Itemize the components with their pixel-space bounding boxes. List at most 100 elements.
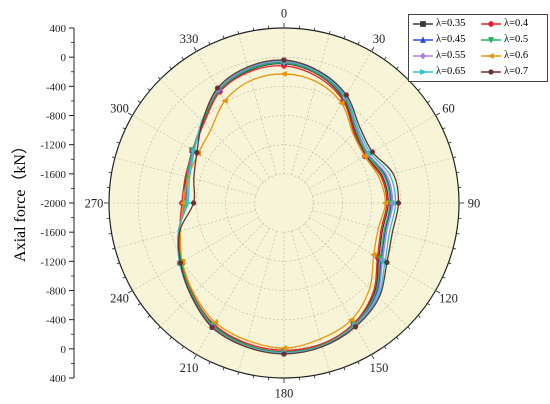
- grid-spoke: [196, 228, 270, 355]
- angle-tick-label: 120: [439, 292, 458, 306]
- radial-tick-label: -2000: [40, 198, 66, 210]
- legend-label: λ=0.55: [436, 50, 466, 61]
- y-axis-label: Axial force（kN）: [12, 138, 29, 262]
- data-point: [337, 100, 345, 107]
- grid-ring: [196, 115, 372, 291]
- legend-marker: [487, 53, 494, 59]
- angle-tick-label: 240: [110, 292, 129, 306]
- legend-label: λ=0.65: [436, 66, 466, 77]
- radial-tick-label: -400: [46, 315, 67, 327]
- legend-label: λ=0.45: [436, 34, 466, 45]
- angle-tick-label: 90: [468, 197, 481, 211]
- angle-tick: [427, 303, 431, 306]
- angle-tick: [357, 361, 360, 365]
- angle-tick: [122, 127, 126, 130]
- angle-tick-label: 210: [180, 361, 199, 375]
- data-point: [347, 316, 355, 323]
- legend-symbol: [413, 52, 433, 60]
- angle-tick: [116, 141, 120, 144]
- radial-tick-label: 400: [50, 23, 67, 35]
- angle-tick: [435, 112, 441, 116]
- angle-tick: [169, 66, 172, 70]
- radial-tick-label: -400: [46, 81, 67, 93]
- angle-tick: [452, 156, 457, 159]
- angle-tick: [328, 30, 331, 35]
- data-point: [190, 200, 197, 206]
- grid-spoke: [160, 79, 264, 183]
- angle-tick: [169, 336, 172, 340]
- angle-tick: [452, 247, 457, 250]
- data-point: [384, 259, 390, 265]
- grid-spoke: [291, 33, 330, 175]
- data-point: [369, 251, 377, 258]
- angle-tick: [108, 232, 112, 235]
- angle-tick: [417, 88, 421, 91]
- angle-tick-label: 60: [442, 102, 455, 116]
- angle-tick: [384, 346, 387, 350]
- legend-symbol: [481, 37, 501, 44]
- data-point: [343, 92, 350, 98]
- angle-tick: [427, 100, 431, 103]
- angle-tick-label: 300: [110, 102, 129, 116]
- radial-tick-label: -800: [46, 286, 67, 298]
- angle-tick: [147, 88, 151, 91]
- legend-marker: [488, 21, 494, 27]
- data-point: [352, 324, 359, 330]
- legend-label: λ=0.35: [436, 18, 466, 29]
- angle-tick: [313, 375, 316, 379]
- legend-label: λ=0.4: [504, 18, 529, 29]
- angle-tick: [137, 100, 141, 103]
- angle-tick: [442, 127, 446, 130]
- angle-tick: [456, 171, 460, 174]
- angle-tick: [343, 367, 346, 371]
- data-point: [209, 324, 216, 330]
- data-point: [369, 149, 376, 155]
- legend-symbol: [481, 21, 501, 27]
- angle-tick-label: 150: [370, 361, 389, 375]
- angle-tick: [456, 232, 460, 235]
- radial-tick-label: -1600: [40, 227, 66, 239]
- angle-tick: [371, 354, 375, 360]
- angle-tick: [313, 27, 316, 31]
- radial-tick-label: 0: [61, 344, 67, 356]
- grid-spoke: [132, 217, 259, 291]
- angle-tick: [396, 336, 399, 340]
- angle-tick: [237, 30, 240, 35]
- legend-symbol: [413, 36, 433, 43]
- angle-tick: [384, 56, 387, 60]
- angle-tick: [448, 141, 452, 144]
- angle-tick: [442, 276, 446, 279]
- grid-spoke: [238, 231, 277, 373]
- angle-tick: [116, 262, 120, 265]
- legend-symbol: [413, 21, 433, 27]
- angle-tick-label: 270: [85, 197, 104, 211]
- angle-tick: [237, 371, 240, 376]
- angle-tick: [357, 41, 360, 45]
- grid-spoke: [291, 231, 330, 373]
- radial-tick-label: 400: [50, 373, 67, 385]
- angle-tick: [122, 276, 126, 279]
- legend-marker: [488, 37, 494, 44]
- angle-tick: [193, 46, 197, 52]
- data-point: [280, 345, 287, 352]
- data-point: [361, 153, 368, 160]
- data-point: [221, 97, 228, 104]
- angle-tick: [147, 315, 151, 318]
- legend-marker: [420, 69, 427, 75]
- angle-tick: [252, 375, 255, 379]
- grid-spoke: [114, 210, 256, 249]
- angle-tick: [396, 66, 399, 70]
- angle-tick: [157, 326, 161, 330]
- grid-spoke: [298, 51, 372, 178]
- legend: λ=0.35 λ=0.4 λ=0.45 λ=0.5 λ=0.55 λ=0.6 λ=0.65 λ…: [408, 14, 548, 82]
- angle-tick: [328, 371, 331, 376]
- data-point: [211, 319, 218, 326]
- data-point: [381, 200, 389, 206]
- legend-marker: [420, 21, 426, 27]
- angle-tick: [127, 290, 133, 294]
- legend-marker: [419, 52, 427, 60]
- angle-tick-label: 330: [180, 32, 199, 46]
- angle-tick: [157, 76, 161, 80]
- angle-tick: [417, 315, 421, 318]
